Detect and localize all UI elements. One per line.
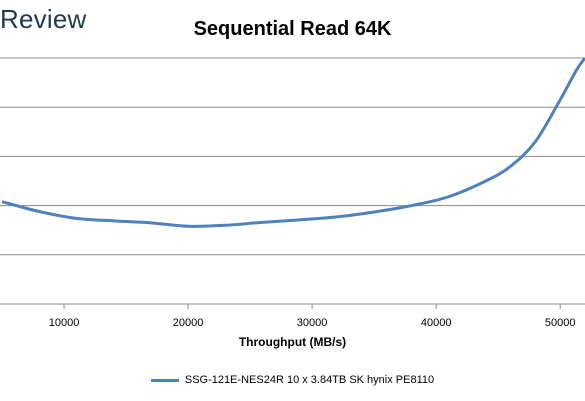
legend-label: SSG-121E-NES24R 10 x 3.84TB SK hynix PE8… — [184, 374, 435, 386]
x-axis-label: Throughput (MB/s) — [238, 335, 347, 349]
x-tick-label-2: 30000 — [297, 317, 328, 329]
gridlines — [0, 57, 585, 305]
x-tick-label-0: 10000 — [49, 317, 80, 329]
site-logo: Review — [0, 4, 87, 34]
x-axis: 10000 20000 30000 40000 50000 — [49, 304, 576, 329]
x-tick-label-1: 20000 — [173, 317, 204, 329]
series-line-0 — [1, 57, 585, 228]
chart-title: Sequential Read 64K — [193, 18, 392, 40]
legend: SSG-121E-NES24R 10 x 3.84TB SK hynix PE8… — [0, 374, 585, 386]
x-tick-label-4: 50000 — [545, 317, 576, 329]
x-tick-label-3: 40000 — [421, 317, 452, 329]
legend-swatch — [150, 378, 179, 382]
series-lines — [1, 57, 585, 228]
